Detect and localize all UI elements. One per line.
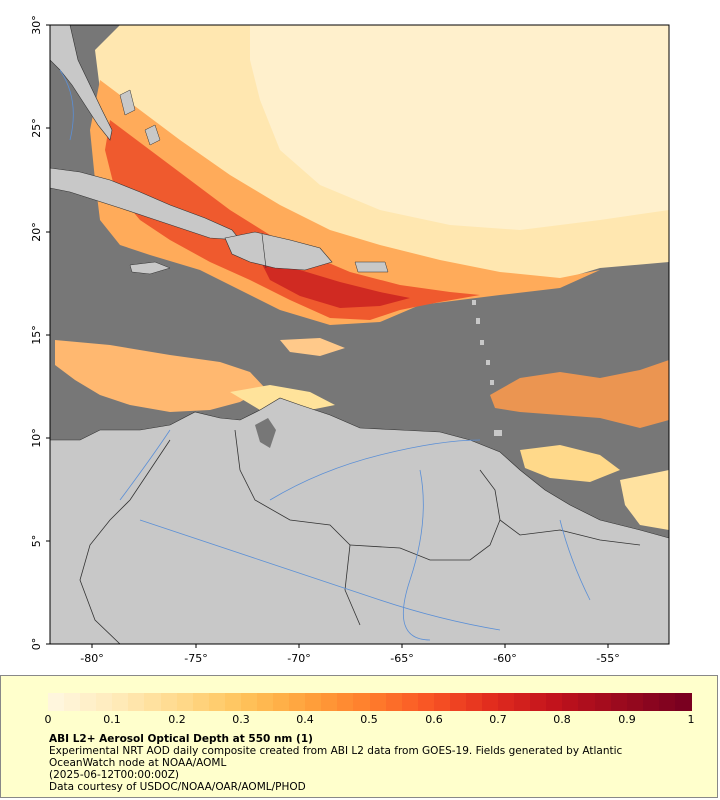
color-bar-swatch [530,693,548,711]
color-bar-tick: 0.6 [425,713,443,726]
legend-line: (2025-06-12T00:00:00Z) [49,769,179,781]
color-bar-swatch [48,693,66,711]
color-bar-swatch [417,693,436,711]
color-bar-tick: 0.8 [553,713,571,726]
color-bar-swatch [465,693,484,711]
aod-caribbean-gulf [230,385,335,412]
color-bar-swatch [658,693,677,711]
color-bar-swatch [80,693,98,711]
color-bar-swatch [482,693,500,711]
color-bar-swatch [401,693,419,711]
lon-tick: -75° [184,652,207,665]
aod-band-darkred [260,260,410,308]
land-bahamas [119,89,161,146]
aod-field-north-light [250,25,669,230]
color-bar-swatch [337,693,355,711]
legend-line: OceanWatch node at NOAA/AOML [49,757,227,769]
land-hispaniola [224,231,333,271]
color-bar-swatch [96,693,114,711]
lat-tick: 5° [30,535,43,548]
land-jamaica [129,261,171,275]
color-bar-tick: 0.1 [103,713,121,726]
color-bar-swatch [514,693,532,711]
lon-tick: -65° [390,652,413,665]
lon-tick: -80° [80,652,103,665]
color-bar-swatch [224,693,243,711]
color-bar-swatch [353,693,371,711]
color-bar-swatch [144,693,162,711]
aod-caribbean-south [55,340,265,412]
color-bar-swatch [240,693,259,711]
color-bar-swatch [642,693,661,711]
color-bar-tick: 0.9 [618,713,636,726]
color-bar-swatch [562,693,580,711]
color-bar-swatch [449,693,468,711]
country-borders [79,429,641,644]
color-bar-tick: 0.7 [489,713,507,726]
legend-line: Experimental NRT AOD daily composite cre… [49,745,623,757]
color-bar-swatch [289,693,307,711]
color-bar-swatch [305,693,323,711]
aod-east-south [520,445,620,482]
color-bar-tick: 0 [44,713,52,726]
legend-title: ABI L2+ Aerosol Optical Depth at 550 nm … [49,733,313,745]
legend-caption: ABI L2+ Aerosol Optical Depth at 550 nm … [49,733,689,793]
color-bar-tick: 1 [687,713,695,726]
color-bar-swatch [176,693,194,711]
color-bar-swatch [674,693,693,711]
color-bar-swatch [433,693,452,711]
aod-patch-15n [280,338,345,356]
lon-tick: -55° [596,652,619,665]
latitude-axis: 0° 5° 10° 15° 20° 25° 30° [30,15,50,650]
color-bar-swatch [578,693,596,711]
rivers [59,69,591,641]
legend-line: Data courtesy of USDOC/NOAA/OAR/AOML/PHO… [49,781,306,793]
lake-maracaibo [255,418,276,448]
lat-tick: 0° [30,638,43,651]
color-bar-swatch [208,693,227,711]
color-bar-swatch [112,693,130,711]
lat-tick: 15° [30,325,43,345]
color-bar-tick: 0.3 [232,713,250,726]
lat-tick: 20° [30,222,43,242]
color-bar-swatch [594,693,612,711]
lat-tick: 30° [30,15,43,35]
color-bar-swatch [321,693,339,711]
color-bar-tick: 0.5 [360,713,378,726]
longitude-axis: -80° -75° -70° -65° -60° -55° [80,644,620,665]
lon-tick: -70° [287,652,310,665]
color-bar-tick: 0.4 [296,713,314,726]
legend-panel: 0 0.1 0.2 0.3 0.4 0.5 0.6 0.7 0.8 0.9 1 … [0,675,718,798]
color-bar-tick: 0.2 [168,713,186,726]
aod-east-far [620,470,669,530]
aod-east-patches [490,360,669,428]
color-bar-swatch [273,693,291,711]
color-bar-swatch [160,693,178,711]
color-bar-swatch [610,693,628,711]
land-lesser-antilles [472,300,502,436]
color-bar-swatch [498,693,516,711]
color-bar-swatch [369,693,387,711]
lon-tick: -60° [493,652,516,665]
color-bar-swatch [626,693,645,711]
land-cuba [50,167,241,241]
color-bar-swatch [256,693,275,711]
color-bar [48,693,693,711]
color-bar-swatch [385,693,403,711]
land-south-america [50,397,669,644]
color-bar-swatch [128,693,146,711]
lat-tick: 25° [30,118,43,138]
color-bar-swatch [546,693,564,711]
land-puerto-rico [354,261,389,273]
color-bar-swatch [64,693,82,711]
color-bar-swatch [192,693,211,711]
lat-tick: 10° [30,428,43,448]
